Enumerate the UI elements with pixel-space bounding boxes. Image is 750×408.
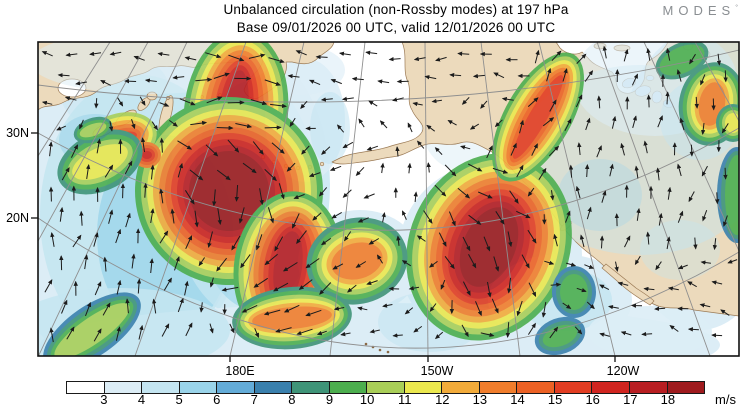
colorbar-tick-labels: 3 4 5 6 7 8 9 10 11 12 13 14 15 16 17 18 xyxy=(0,392,750,408)
colorbar-tick-label: 18 xyxy=(660,392,676,407)
modes-logo: MODES° xyxy=(663,3,738,18)
colorbar-segment xyxy=(629,382,668,393)
modes-logo-text: MODES xyxy=(662,3,736,18)
colorbar-tick-label: 12 xyxy=(435,392,450,407)
colorbar-tick-label: 8 xyxy=(288,392,296,407)
colorbar-segment xyxy=(554,382,593,393)
colorbar-tick-label: 5 xyxy=(175,392,183,407)
lon-label-150w: 150W xyxy=(421,364,454,378)
colorbar-segment xyxy=(292,382,330,393)
colorbar-tick-label: 13 xyxy=(472,392,488,407)
wind-vector-layer xyxy=(41,45,738,343)
colorbar-segment xyxy=(179,382,218,393)
lat-label-30n: 30N xyxy=(6,126,29,140)
lon-label-180e: 180E xyxy=(225,364,254,378)
colorbar-segment xyxy=(517,382,555,393)
colorbar xyxy=(66,381,705,394)
colorbar-segment xyxy=(217,382,255,393)
colorbar-segment xyxy=(254,382,293,393)
colorbar-segment xyxy=(442,382,480,393)
colorbar-tick-label: 7 xyxy=(250,392,258,407)
title-line-1: Unbalanced circulation (non-Rossby modes… xyxy=(223,2,569,17)
title-line-2: Base 09/01/2026 00 UTC, valid 12/01/2026… xyxy=(236,20,556,35)
colorbar-segment xyxy=(592,382,630,393)
axis-labels: 30N 20N 180E 150W 120W xyxy=(6,126,639,378)
colorbar-tick-label: 10 xyxy=(359,392,375,407)
colorbar-segment xyxy=(67,382,105,393)
axis-ticks xyxy=(31,132,616,362)
colorbar-tick-label: 17 xyxy=(623,392,638,407)
colorbar-tick-label: 16 xyxy=(585,392,600,407)
colorbar-segment xyxy=(142,382,180,393)
colorbar-tick-label: 11 xyxy=(397,392,412,407)
map-frame xyxy=(37,41,740,357)
colorbar-tick-label: 14 xyxy=(510,392,525,407)
colorbar-unit: m/s xyxy=(715,392,736,407)
colorbar-tick-label: 15 xyxy=(547,392,563,407)
colorbar-tick-label: 3 xyxy=(100,392,108,407)
island-aleutian-1 xyxy=(319,161,325,167)
figure-title: Unbalanced circulation (non-Rossby modes… xyxy=(42,1,750,37)
registered-mark-icon: ° xyxy=(735,4,738,12)
colorbar-segment xyxy=(367,382,405,393)
colorbar-segment xyxy=(479,382,518,393)
colorbar-segment xyxy=(329,382,368,393)
colorbar-segment xyxy=(104,382,143,393)
colorbar-segment xyxy=(667,382,705,393)
colorbar-tick-label: 4 xyxy=(137,392,146,407)
peninsula-baja xyxy=(601,263,655,306)
lat-label-20n: 20N xyxy=(6,211,29,225)
lon-label-120w: 120W xyxy=(607,364,640,378)
colorbar-tick-label: 9 xyxy=(325,392,334,407)
colorbar-tick-label: 6 xyxy=(213,392,221,407)
colorbar-segment xyxy=(404,382,443,393)
